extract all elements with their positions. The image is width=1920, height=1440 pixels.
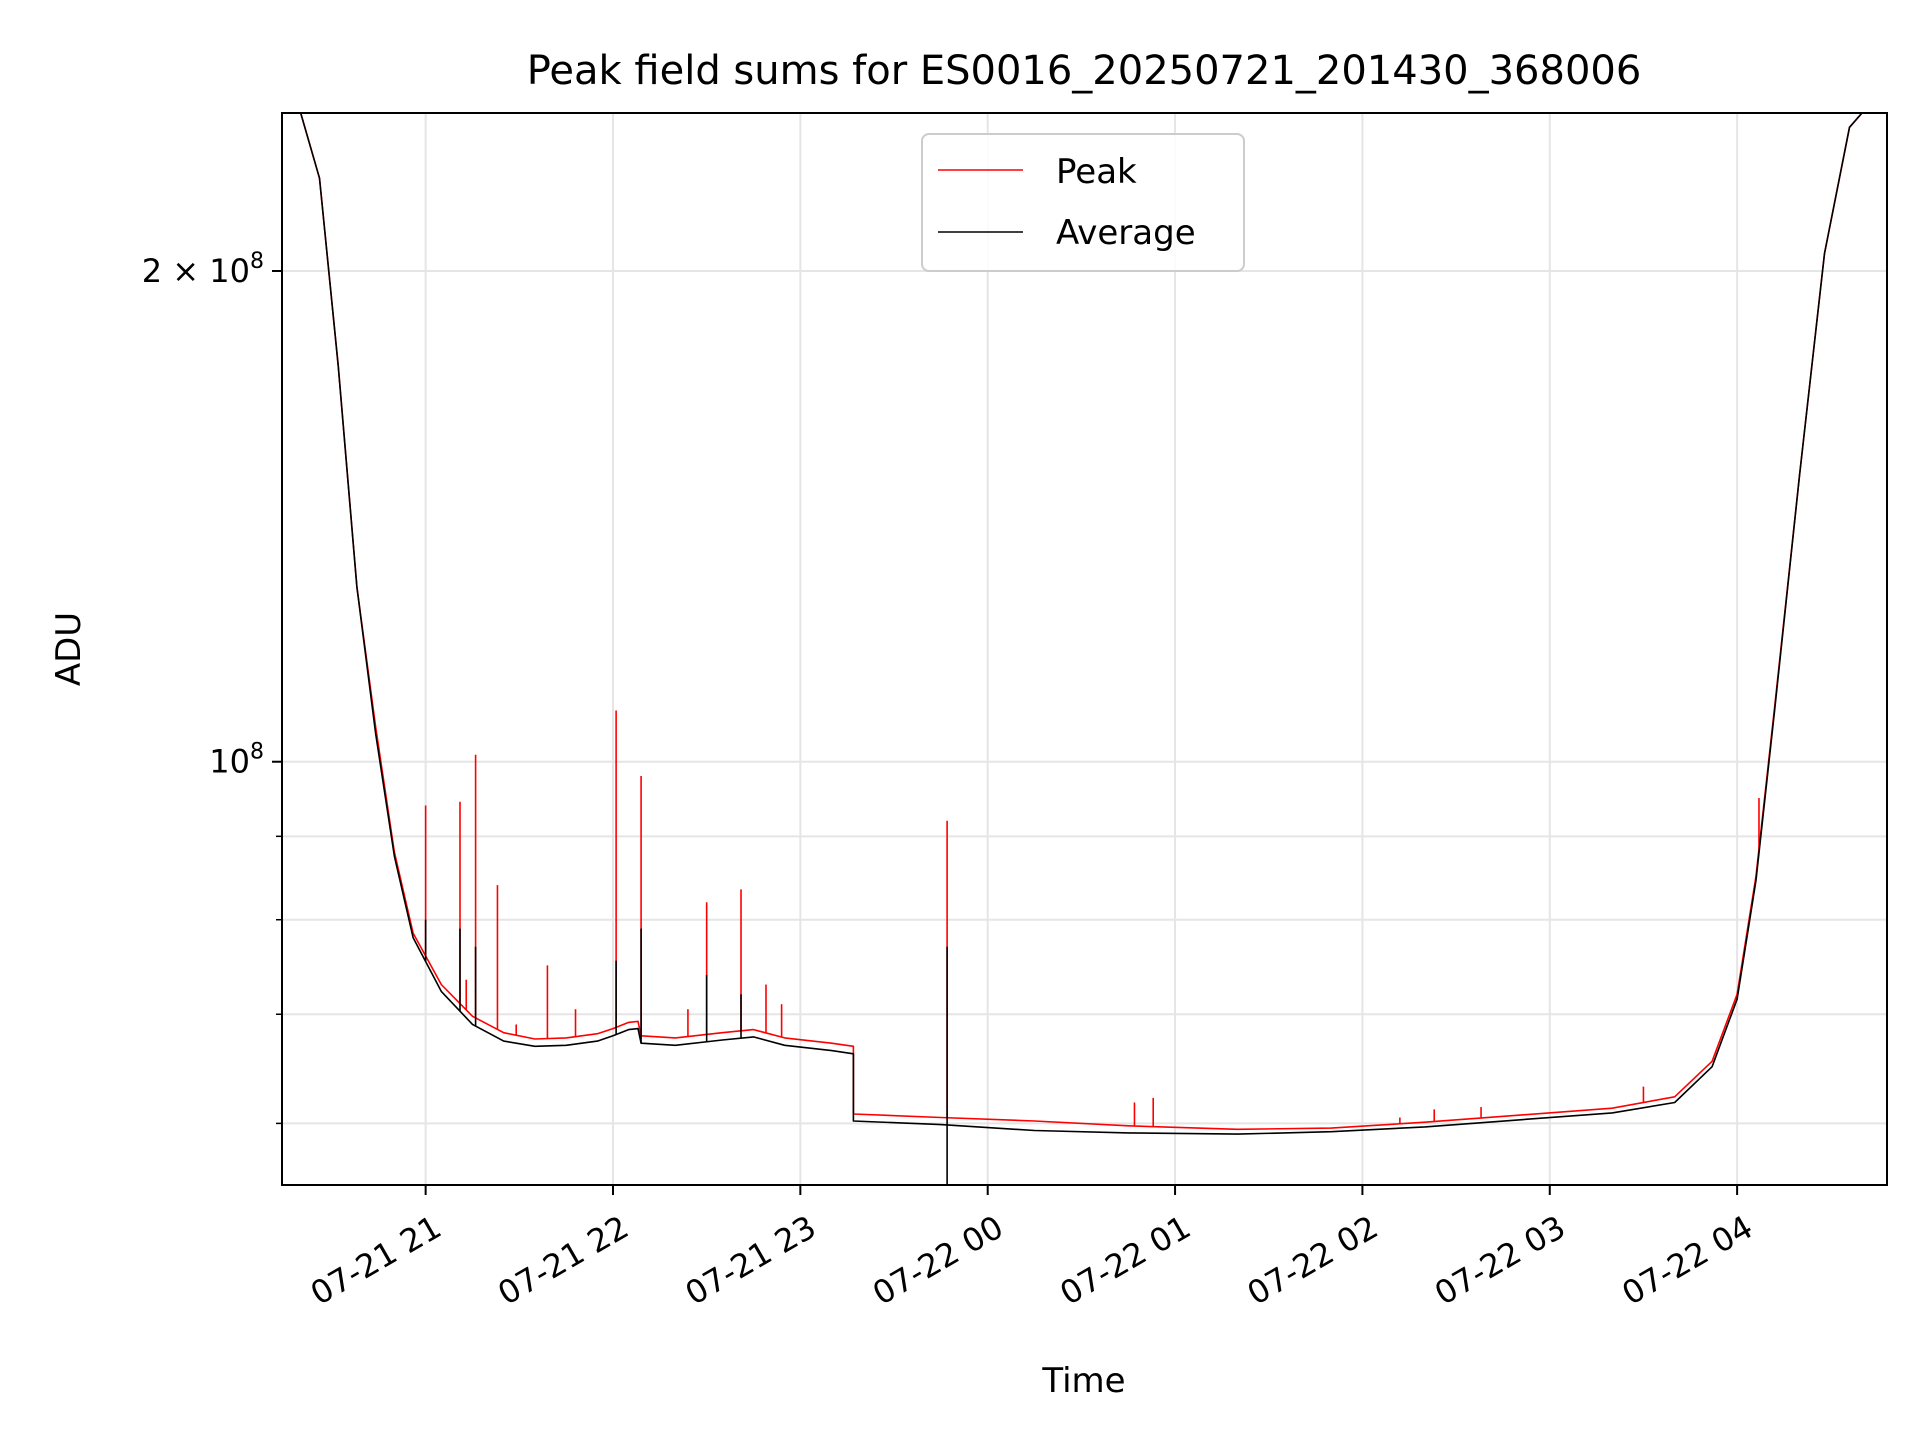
- series-layer: [282, 113, 1887, 1185]
- y-axis-label: ADU: [49, 612, 89, 686]
- legend: Peak Average: [921, 133, 1245, 272]
- series-average: [282, 113, 1887, 1185]
- legend-box: [921, 133, 1245, 272]
- legend-label-peak: Peak: [1056, 152, 1137, 192]
- y-tick-label: 108: [209, 740, 264, 781]
- y-tick-exponent: 8: [250, 740, 264, 765]
- y-tick-base: 2 × 10: [142, 252, 250, 290]
- y-tick-label: 2 × 108: [142, 249, 264, 290]
- series-line-average: [282, 113, 1887, 1135]
- plot-frame: [281, 112, 1888, 1186]
- chart-title: Peak field sums for ES0016_20250721_2014…: [527, 48, 1642, 94]
- legend-label-average: Average: [1056, 213, 1196, 253]
- y-tick-base: 10: [209, 743, 250, 781]
- y-tick-exponent: 8: [250, 249, 264, 274]
- x-axis-label: Time: [1041, 1361, 1125, 1401]
